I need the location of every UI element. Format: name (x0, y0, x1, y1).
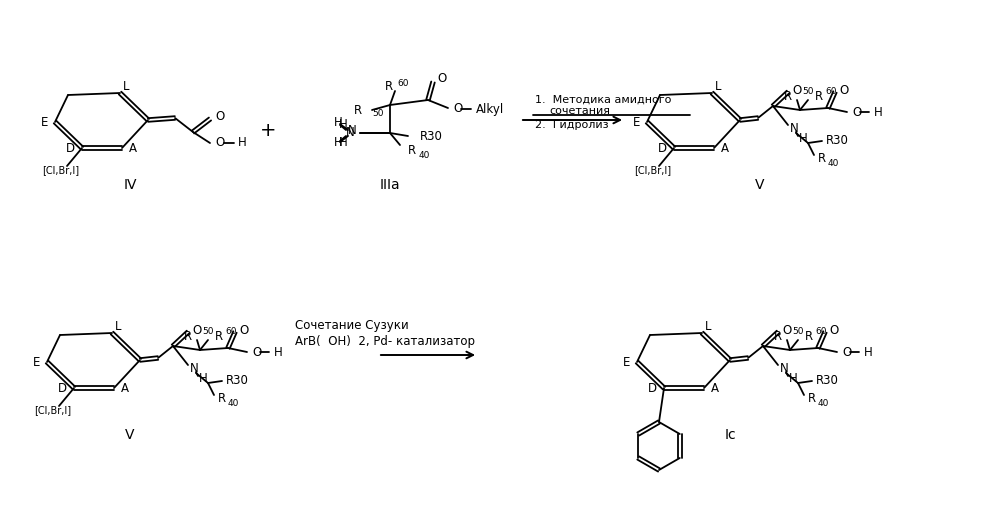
Text: O: O (829, 324, 838, 336)
Text: 60: 60 (397, 78, 408, 88)
Text: R: R (773, 330, 782, 343)
Text: R: R (808, 393, 816, 406)
Text: H: H (333, 117, 342, 130)
Text: O: O (215, 137, 225, 150)
Text: L: L (115, 319, 122, 332)
Text: L: L (705, 319, 712, 332)
Text: N: N (347, 123, 356, 137)
Text: N: N (190, 363, 199, 376)
Text: D: D (648, 382, 657, 395)
Text: N: N (345, 126, 354, 139)
Text: R30: R30 (226, 374, 249, 386)
Text: O: O (842, 346, 851, 359)
Text: O: O (852, 105, 861, 119)
Text: V: V (126, 428, 135, 442)
Text: D: D (66, 142, 75, 155)
Text: ArB(  OH)  2, Pd- катализатор: ArB( OH) 2, Pd- катализатор (295, 335, 475, 348)
Text: V: V (755, 178, 764, 192)
Text: 40: 40 (228, 398, 240, 408)
Text: R: R (184, 330, 192, 343)
Text: R30: R30 (826, 134, 849, 147)
Text: Alkyl: Alkyl (476, 103, 504, 116)
Text: E: E (33, 356, 40, 368)
Text: R: R (805, 330, 813, 343)
Text: O: O (792, 84, 801, 96)
Text: R: R (218, 393, 227, 406)
Text: L: L (715, 79, 722, 92)
Text: D: D (58, 382, 67, 395)
Text: 50: 50 (202, 328, 214, 336)
Text: A: A (711, 382, 719, 395)
Text: IIIa: IIIa (379, 178, 400, 192)
Text: O: O (437, 73, 446, 86)
Text: R: R (215, 330, 224, 343)
Text: R: R (818, 153, 826, 166)
Text: [Cl,Br,I]: [Cl,Br,I] (634, 165, 671, 175)
Text: Сочетание Сузуки: Сочетание Сузуки (295, 318, 409, 331)
Text: H: H (864, 346, 872, 359)
Text: 40: 40 (828, 158, 839, 168)
Text: O: O (192, 324, 202, 336)
Text: E: E (41, 116, 48, 128)
Text: R30: R30 (420, 130, 443, 142)
Text: H: H (338, 136, 347, 149)
Text: 60: 60 (815, 328, 826, 336)
Text: [Cl,Br,I]: [Cl,Br,I] (42, 165, 79, 175)
Text: 50: 50 (792, 328, 803, 336)
Text: O: O (839, 84, 848, 96)
Text: H: H (338, 118, 347, 131)
Text: 60: 60 (225, 328, 237, 336)
Text: 50: 50 (372, 109, 383, 119)
Text: 40: 40 (419, 151, 430, 159)
Text: 60: 60 (825, 88, 836, 96)
Text: O: O (453, 103, 462, 116)
Text: A: A (129, 142, 137, 155)
Text: +: + (259, 121, 276, 139)
Text: D: D (658, 142, 667, 155)
Text: 50: 50 (802, 88, 813, 96)
Text: R: R (354, 104, 362, 117)
Text: A: A (721, 142, 729, 155)
Text: O: O (252, 346, 261, 359)
Text: H: H (333, 137, 342, 150)
Text: 2.  Гидролиз: 2. Гидролиз (535, 120, 609, 130)
Text: A: A (121, 382, 129, 395)
Text: E: E (623, 356, 630, 368)
Text: 1.  Методика амидного: 1. Методика амидного (535, 95, 672, 105)
Text: R: R (408, 144, 416, 157)
Text: [Cl,Br,I]: [Cl,Br,I] (34, 405, 71, 415)
Text: H: H (238, 137, 247, 150)
Text: H: H (789, 372, 797, 384)
Text: R: R (385, 80, 393, 93)
Text: E: E (633, 116, 640, 128)
Text: N: N (780, 363, 788, 376)
Text: H: H (874, 105, 883, 119)
Text: H: H (199, 372, 208, 384)
Text: O: O (782, 324, 791, 336)
Text: R: R (783, 89, 792, 103)
Text: R: R (815, 89, 823, 103)
Text: Ic: Ic (725, 428, 736, 442)
Text: R30: R30 (816, 374, 839, 386)
Text: O: O (239, 324, 249, 336)
Text: IV: IV (123, 178, 137, 192)
Text: H: H (799, 132, 807, 144)
Text: L: L (123, 79, 130, 92)
Text: 40: 40 (818, 398, 829, 408)
Text: N: N (790, 122, 798, 136)
Text: O: O (215, 110, 225, 123)
Text: сочетания: сочетания (549, 106, 610, 116)
Text: H: H (274, 346, 282, 359)
